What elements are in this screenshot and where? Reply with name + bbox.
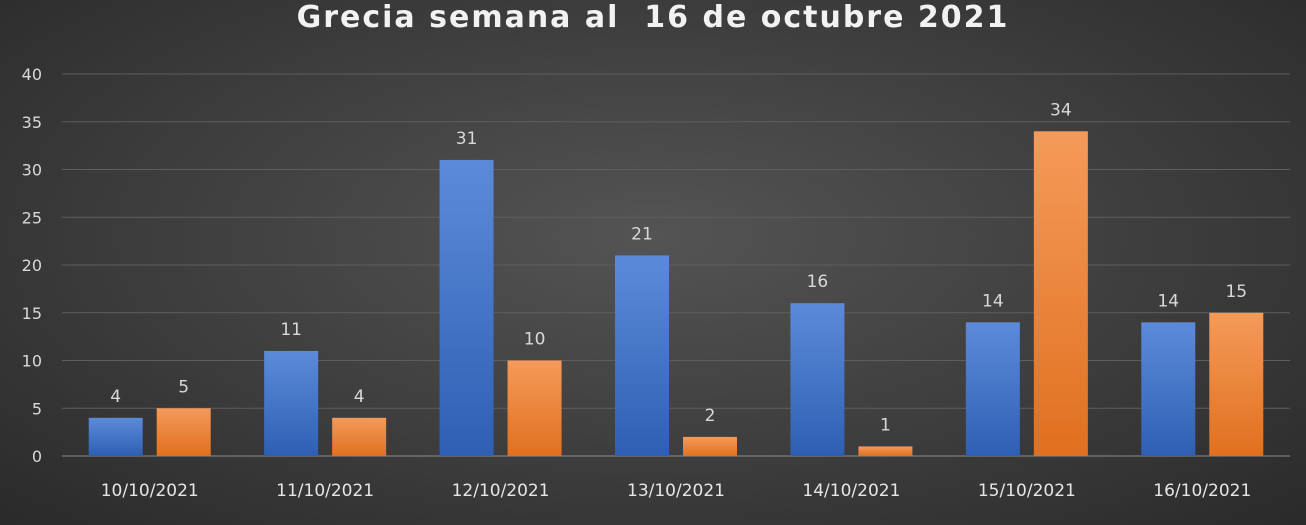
y-tick-label: 30 (22, 161, 42, 180)
bar-series-2 (332, 417, 387, 456)
bar-series-2 (858, 446, 913, 456)
bar-series-1 (88, 417, 143, 456)
data-label: 14 (1157, 291, 1179, 311)
x-tick-label: 15/10/2021 (978, 481, 1076, 501)
data-label: 21 (631, 224, 653, 244)
bar-series-2 (1209, 312, 1264, 456)
bar-series-1 (439, 159, 494, 456)
data-label: 5 (178, 377, 189, 397)
y-tick-label: 40 (22, 65, 42, 84)
y-tick-label: 0 (32, 447, 42, 466)
x-tick-label: 14/10/2021 (802, 481, 900, 501)
data-label: 11 (280, 320, 302, 340)
bar-series-1 (264, 350, 319, 456)
bar-series-1 (965, 322, 1020, 456)
bar-series-1 (790, 303, 845, 456)
bar-series-2 (683, 436, 737, 456)
x-tick-label: 12/10/2021 (452, 481, 550, 501)
bar-series-2 (1033, 131, 1088, 457)
data-label: 31 (456, 129, 478, 149)
y-tick-label: 5 (32, 399, 42, 418)
y-tick-label: 25 (22, 208, 42, 227)
data-label: 15 (1225, 282, 1247, 302)
y-tick-label: 20 (22, 256, 42, 275)
data-label: 4 (354, 387, 365, 407)
data-label: 4 (110, 387, 121, 407)
chart-title: Grecia semana al 16 de octubre 2021 (296, 0, 1010, 35)
data-label: 1 (880, 415, 891, 435)
x-tick-label: 10/10/2021 (101, 481, 199, 501)
bar-series-2 (156, 408, 211, 456)
y-tick-label: 15 (22, 304, 42, 323)
y-tick-label: 10 (22, 352, 42, 371)
x-tick-label: 16/10/2021 (1153, 481, 1251, 501)
data-label: 16 (807, 272, 829, 292)
data-label: 2 (705, 406, 716, 426)
bar-series-1 (1141, 322, 1196, 456)
y-tick-label: 35 (22, 113, 42, 132)
data-label: 14 (982, 291, 1004, 311)
bar-series-2 (507, 360, 562, 456)
bar-series-1 (615, 255, 669, 456)
x-tick-label: 11/10/2021 (276, 481, 374, 501)
data-label: 34 (1050, 100, 1072, 120)
data-label: 10 (524, 330, 546, 350)
x-tick-label: 13/10/2021 (627, 481, 725, 501)
